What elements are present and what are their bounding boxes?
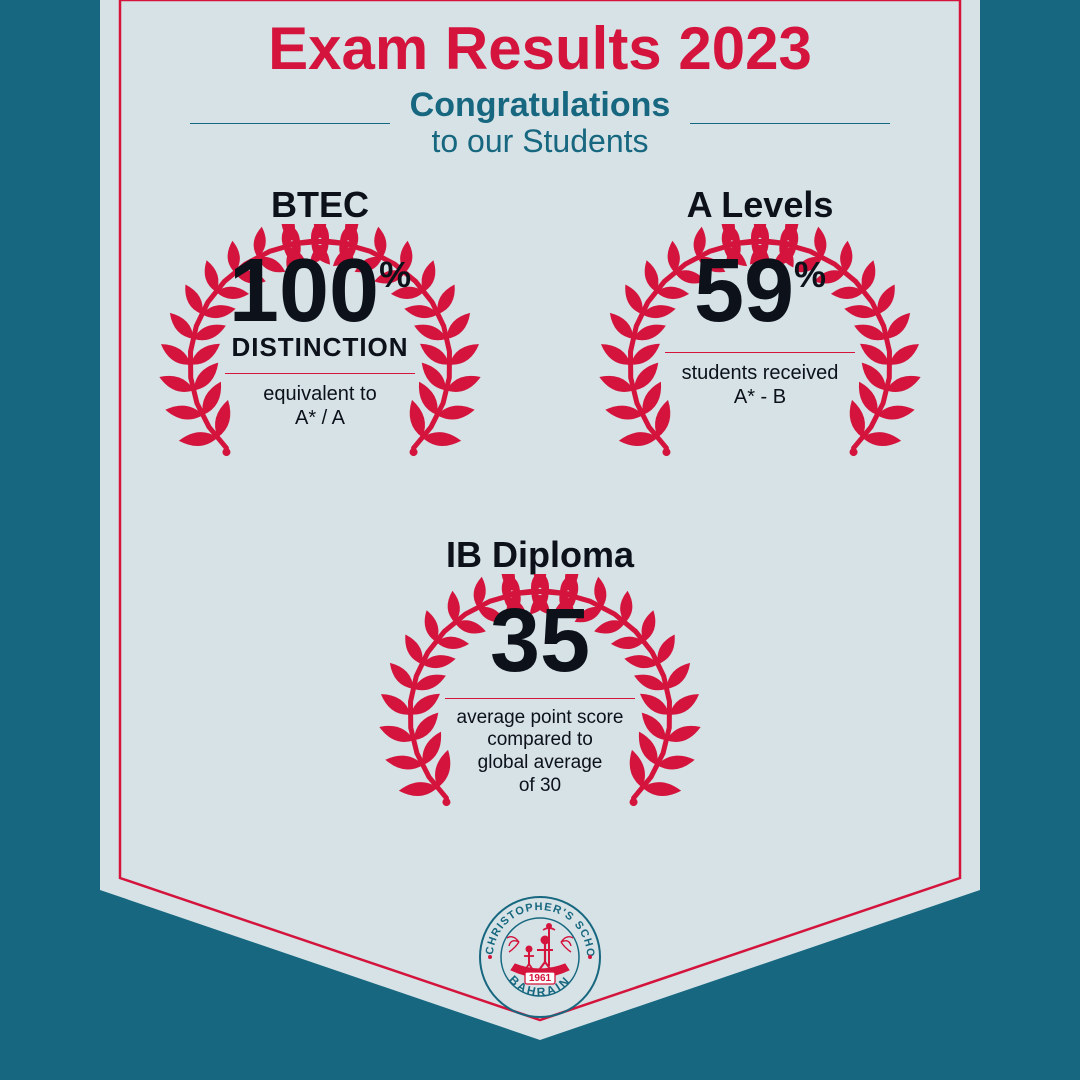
page-title: Exam Results 2023 <box>100 14 980 83</box>
logo-icon: ST CHRISTOPHER'S SCHOOL BAHRAIN <box>475 892 605 1022</box>
stat-ib: IB Diploma 35 average point scorecompare… <box>345 534 735 874</box>
stat-value: 59 <box>694 246 794 336</box>
stats-row-bottom: IB Diploma 35 average point scorecompare… <box>100 534 980 874</box>
percent-icon: % <box>379 254 411 295</box>
subtitle-line1: Congratulations <box>410 87 671 124</box>
stat-rule <box>225 373 415 374</box>
stat-desc: average point scorecompared toglobal ave… <box>425 707 655 798</box>
svg-text:1961: 1961 <box>529 973 552 984</box>
stat-heading: IB Diploma <box>345 534 735 576</box>
stat-value: 35 <box>490 596 590 686</box>
stat-desc: students receivedA* - B <box>645 361 875 409</box>
stat-alevels: A Levels 59% students receivedA* - B <box>565 184 955 524</box>
subtitle: Congratulations to our Students <box>100 87 980 160</box>
stat-rule <box>665 352 855 353</box>
stat-value: 100 <box>229 246 379 336</box>
stat-heading: A Levels <box>565 184 955 226</box>
divider-left <box>190 123 390 124</box>
banner: Exam Results 2023 Congratulations to our… <box>100 0 980 1040</box>
stats-row-top: BTEC 100% DISTINCTION equivalent toA* / … <box>100 184 980 524</box>
stat-heading: BTEC <box>125 184 515 226</box>
stat-rule <box>445 698 635 699</box>
stat-btec: BTEC 100% DISTINCTION equivalent toA* / … <box>125 184 515 524</box>
subtitle-line2: to our Students <box>410 124 671 159</box>
stat-desc: equivalent toA* / A <box>205 382 435 430</box>
divider-right <box>690 123 890 124</box>
percent-icon: % <box>794 254 826 295</box>
school-logo: ST CHRISTOPHER'S SCHOOL BAHRAIN <box>475 892 605 1027</box>
